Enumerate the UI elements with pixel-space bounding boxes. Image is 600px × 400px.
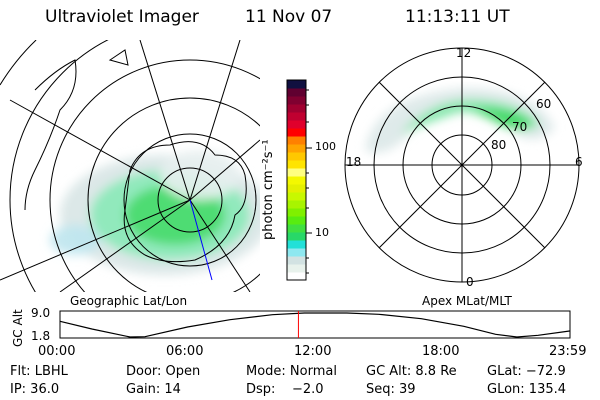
status-seq: Seq: 39 — [366, 382, 416, 397]
colorbar-segment — [287, 136, 306, 145]
date-label: 11 Nov 07 — [245, 7, 333, 27]
right-panel-label: Apex MLat/MLT — [422, 294, 512, 308]
colorbar-segment — [287, 248, 306, 257]
colorbar-segment — [287, 192, 306, 201]
status-door: Door: Open — [126, 364, 201, 379]
colorbar-segment — [287, 88, 306, 97]
mlat-label-80: 80 — [491, 138, 507, 152]
time-label: 11:13:11 UT — [405, 7, 510, 27]
colorbar-unit-label: photon cm⁻²s⁻¹ — [261, 139, 276, 240]
timeline-axis-label: GC Alt — [11, 309, 25, 347]
colorbar-segment — [287, 240, 306, 249]
colorbar-segment — [287, 80, 306, 89]
status-gain: Gain: 14 — [126, 382, 181, 397]
colorbar-segment — [287, 200, 306, 209]
colorbar-segment — [287, 256, 306, 265]
left-panel-label: Geographic Lat/Lon — [70, 294, 188, 308]
mlat-label-60: 60 — [536, 97, 552, 111]
colorbar-segment — [287, 272, 306, 281]
colorbar-segment — [287, 184, 306, 193]
status-filter: Flt: LBHL — [10, 364, 68, 379]
mlt-label-6: 6 — [575, 155, 583, 169]
colorbar-segment — [287, 104, 306, 113]
status-dsp: Dsp: −2.0 — [246, 382, 324, 397]
colorbar-segment — [287, 216, 306, 225]
colorbar — [287, 80, 306, 281]
timeline-xtick: 00:00 — [38, 344, 76, 359]
colorbar-segment — [287, 176, 306, 185]
colorbar-segment — [287, 232, 306, 241]
status-glon: GLon: 135.4 — [487, 382, 567, 397]
colorbar-segment — [287, 208, 306, 217]
colorbar-segment — [287, 128, 306, 137]
polar-grid — [344, 47, 580, 283]
mlt-label-18: 18 — [346, 155, 362, 169]
colorbar-segment — [287, 96, 306, 105]
colorbar-tick-100: 100 — [315, 140, 336, 153]
colorbar-segment — [287, 112, 306, 121]
colorbar-segment — [287, 160, 306, 169]
colorbar-segment — [287, 264, 306, 273]
timeline-xtick: 06:00 — [166, 344, 204, 359]
timeline-xtick: 18:00 — [422, 344, 460, 359]
colorbar-segment — [287, 224, 306, 233]
colorbar-tick-10: 10 — [315, 226, 329, 239]
status-glat: GLat: −72.9 — [487, 364, 566, 379]
timeline-xtick: 23:59 — [549, 344, 587, 359]
latlon-grid — [0, 40, 260, 292]
timeline-ytick-min: 1.8 — [31, 329, 51, 343]
sun-direction-line — [189, 199, 213, 281]
colorbar-segment — [287, 168, 306, 177]
geographic-map — [0, 40, 260, 292]
aurora-emission-right — [365, 88, 555, 153]
mlt-label-0: 0 — [466, 275, 474, 289]
timeline-xtick: 12:00 — [294, 344, 332, 359]
altitude-plot-frame — [59, 310, 571, 339]
colorbar-ticks — [306, 89, 312, 274]
status-mode: Mode: Normal — [246, 364, 337, 379]
colorbar-segment — [287, 144, 306, 153]
instrument-title: Ultraviolet Imager — [45, 7, 199, 27]
timeline-ytick-max: 9.0 — [31, 306, 51, 320]
status-gc-alt: GC Alt: 8.8 Re — [366, 364, 457, 379]
colorbar-frame — [286, 79, 307, 281]
colorbar-segment — [287, 152, 306, 161]
status-ip: IP: 36.0 — [10, 382, 60, 397]
altitude-curve — [59, 312, 570, 338]
mlat-label-70: 70 — [512, 120, 528, 134]
colorbar-segment — [287, 120, 306, 129]
mlt-label-12: 12 — [456, 46, 472, 60]
